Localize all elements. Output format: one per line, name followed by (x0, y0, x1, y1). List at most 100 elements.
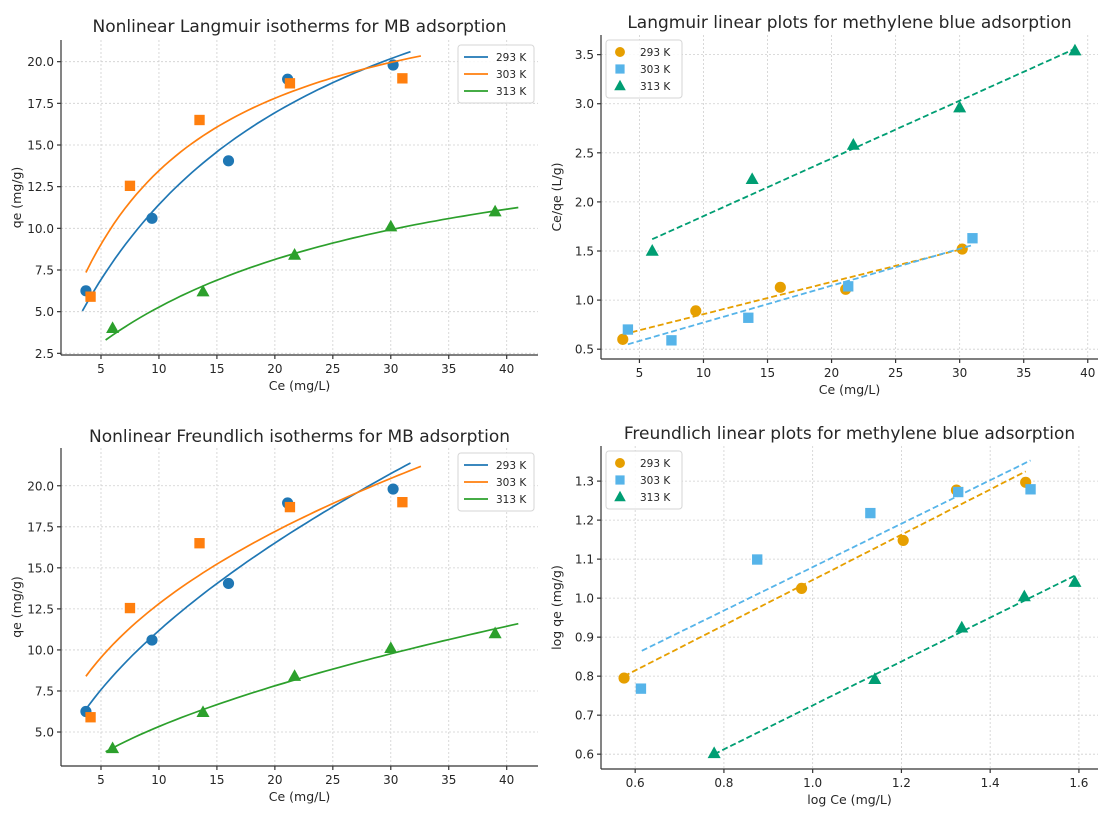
data-point-square (743, 312, 754, 323)
y-tick-label: 0.7 (575, 709, 594, 723)
data-point-triangle (1068, 43, 1082, 56)
x-tick-label: 25 (325, 362, 340, 376)
data-point-triangle (868, 672, 882, 685)
data-point-circle (222, 577, 235, 590)
series-313K (707, 574, 1082, 759)
data-point-triangle (955, 620, 969, 633)
series-293K (617, 243, 968, 345)
series-303K (635, 459, 1036, 694)
x-tick-label: 1.2 (892, 776, 911, 790)
series-313K (645, 43, 1082, 256)
y-tick-label: 20.0 (27, 479, 54, 493)
panel-langmuir-nonlinear: 5 10 15 20 25 30 35 40 2.5 5.0 7.5 10.0 12.5 15.0 17.5… (9, 17, 538, 393)
legend: 293 K 303 K 313 K (457, 44, 535, 104)
data-point-triangle (196, 284, 210, 297)
legend-label: 293 K (640, 458, 671, 470)
data-point-circle (387, 483, 399, 495)
x-tick-label: 1.4 (981, 776, 1000, 790)
data-point-square (194, 114, 205, 126)
x-tick-label: 25 (325, 773, 340, 787)
x-tick-label: 15 (760, 366, 775, 380)
fit-line (81, 50, 411, 312)
data-point-circle (774, 281, 786, 293)
y-tick-label: 2.5 (35, 347, 54, 361)
data-point-triangle (384, 219, 398, 232)
y-tick-label: 15.0 (27, 561, 54, 575)
y-tick-label: 5.0 (35, 305, 54, 319)
x-tick-label: 40 (499, 773, 514, 787)
data-point-square (85, 291, 96, 302)
panel-freundlich-linear: 0.6 0.8 1.0 1.2 1.4 1.6 0.6 0.7 0.8 0.9 1.0 1.1 1.2 1… (549, 424, 1098, 807)
legend-marker-triangle (614, 79, 626, 91)
series-293K (80, 462, 411, 718)
data-point-triangle (196, 705, 210, 718)
series-303K (85, 465, 422, 723)
data-point-circle (222, 155, 235, 167)
x-tick-label: 15 (209, 362, 224, 376)
x-tick-label: 35 (1016, 366, 1031, 380)
panel-langmuir-linear: 5 10 15 20 25 30 35 40 0.5 1.0 1.5 2.0 2.5 3.0 3.5 Lang… (549, 13, 1098, 397)
x-tick-label: 0.8 (714, 776, 733, 790)
y-tick-label: 7.5 (35, 264, 54, 278)
legend-frame (457, 44, 535, 104)
x-tick-label: 20 (267, 773, 282, 787)
x-axis-label: log Ce (mg/L) (807, 792, 891, 807)
x-tick-label: 5 (636, 366, 644, 380)
data-point-triangle (707, 746, 721, 759)
x-tick-label: 15 (209, 773, 224, 787)
y-tick-label: 2.0 (575, 195, 594, 209)
y-tick-label: 20.0 (27, 55, 54, 69)
x-tick-label: 5 (97, 773, 105, 787)
y-tick-label: 1.2 (575, 514, 594, 528)
x-tick-label: 0.6 (626, 776, 645, 790)
data-point-square (865, 507, 876, 519)
data-point-square (953, 486, 964, 498)
chart-title: Langmuir linear plots for methylene blue… (627, 13, 1071, 33)
fit-line (622, 248, 963, 336)
x-tick-label: 10 (696, 366, 711, 380)
y-tick-label: 1.0 (575, 294, 594, 308)
legend-marker-square (615, 475, 625, 485)
y-axis-label: log qe (mg/g) (549, 565, 564, 650)
data-point-square (843, 281, 854, 292)
fit-line (651, 47, 1076, 241)
data-point-circle (690, 305, 702, 317)
fit-line (85, 55, 422, 273)
x-tick-label: 35 (441, 362, 456, 376)
legend-label: 313 K (640, 81, 671, 93)
legend: 293 K 303 K 313 K (605, 39, 683, 99)
legend-frame (605, 450, 683, 510)
x-tick-label: 40 (499, 362, 514, 376)
y-tick-label: 0.5 (575, 343, 594, 357)
data-point-triangle (1068, 575, 1082, 587)
data-point-triangle (288, 669, 302, 681)
fit-line (713, 574, 1076, 756)
x-axis-label: Ce (mg/L) (819, 382, 880, 397)
y-tick-label: 1.1 (575, 553, 594, 567)
panel-freundlich-nonlinear: 5 10 15 20 25 30 35 40 5.0 7.5 10.0 12.5 15.0 17.5 20.… (9, 427, 538, 804)
y-tick-label: 2.5 (575, 146, 594, 160)
y-tick-label: 12.5 (27, 180, 54, 194)
y-tick-label: 1.0 (575, 592, 594, 606)
legend-marker-square (615, 64, 625, 74)
data-point-triangle (488, 626, 502, 639)
legend-label: 313 K (640, 492, 671, 504)
y-tick-label: 17.5 (27, 97, 54, 111)
fit-line (623, 470, 1027, 677)
data-point-circle (146, 634, 158, 646)
legend-marker-circle (615, 458, 625, 468)
y-tick-label: 1.5 (575, 245, 594, 259)
series-303K (85, 55, 422, 302)
legend-label: 293 K (640, 47, 671, 59)
legend-marker-triangle (614, 490, 626, 502)
data-point-circle (956, 243, 968, 255)
data-point-square (967, 233, 978, 244)
data-point-circle (617, 333, 629, 345)
y-tick-label: 3.0 (575, 97, 594, 111)
x-tick-label: 20 (824, 366, 839, 380)
legend-label: 313 K (496, 86, 527, 98)
x-tick-label: 35 (441, 773, 456, 787)
x-axis-label: Ce (mg/L) (269, 789, 330, 804)
chart-title: Nonlinear Freundlich isotherms for MB ad… (89, 427, 510, 447)
